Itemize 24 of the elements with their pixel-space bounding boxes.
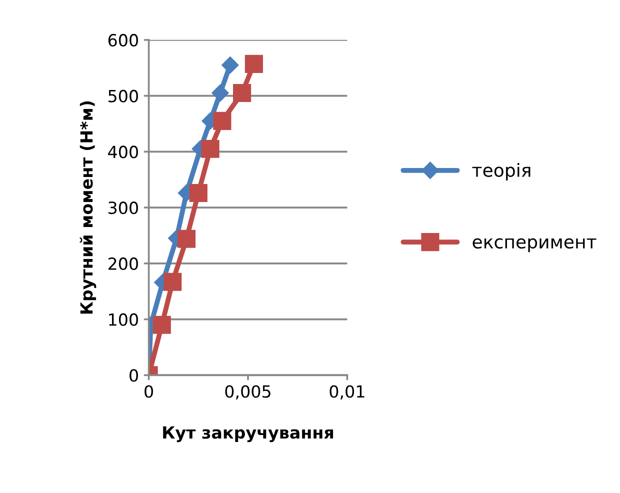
point xyxy=(189,184,208,202)
y-tick-label: 600 xyxy=(108,34,138,46)
point xyxy=(233,84,252,102)
y-tick-label: 0 xyxy=(130,369,138,382)
x-tick-label: 0,005 xyxy=(225,385,270,400)
x-axis-title: Кут закручування xyxy=(163,426,334,442)
legend-label: теорія xyxy=(472,162,530,180)
point xyxy=(177,230,196,248)
y-tick-label: 400 xyxy=(108,146,138,158)
point xyxy=(212,84,229,102)
legend-label: експеримент xyxy=(472,238,596,252)
y-tick-label: 300 xyxy=(108,202,138,214)
point xyxy=(152,316,171,334)
y-tick-label: 200 xyxy=(108,257,138,270)
y-axis-title: Крутний момент (Н*м) xyxy=(80,101,96,314)
x-tick-label: 0,01 xyxy=(330,385,364,400)
y-tick-label: 500 xyxy=(108,90,138,102)
point xyxy=(201,140,220,158)
x-tick-label: 0 xyxy=(144,385,153,398)
point xyxy=(222,56,239,74)
point xyxy=(244,54,263,73)
point xyxy=(164,272,182,291)
point xyxy=(213,112,232,130)
y-tick-label: 100 xyxy=(109,313,138,326)
